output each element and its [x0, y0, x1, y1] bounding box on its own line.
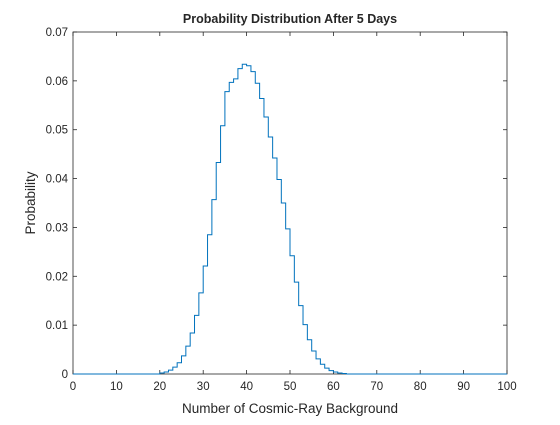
- y-tick-label: 0.01: [46, 320, 68, 332]
- y-tick-label: 0: [62, 369, 68, 381]
- chart-title: Probability Distribution After 5 Days: [183, 12, 397, 26]
- x-tick-label: 100: [497, 381, 516, 393]
- x-tick-label: 10: [110, 381, 123, 393]
- y-tick-label: 0.03: [46, 222, 68, 234]
- plot-box: [72, 31, 508, 375]
- y-tick-label: 0.05: [46, 125, 68, 137]
- x-tick-label: 0: [70, 381, 76, 393]
- y-tick-label: 0.04: [46, 174, 69, 186]
- y-tick-label: 0.02: [46, 271, 68, 283]
- x-tick-label: 40: [240, 381, 253, 393]
- x-tick-label: 90: [457, 381, 470, 393]
- x-tick-label: 70: [370, 381, 383, 393]
- y-axis-label: Probability: [23, 171, 38, 234]
- x-tick-label: 20: [153, 381, 166, 393]
- y-tick-label: 0.07: [46, 27, 68, 39]
- y-tick-label: 0.06: [46, 76, 68, 88]
- x-tick-label: 50: [284, 381, 297, 393]
- plot-area: 0 10 20 30 40 50 60 70 80 90 100 0 0.01 0.02 0.03 0.04 0…: [46, 27, 517, 393]
- x-tick-label: 60: [327, 381, 340, 393]
- series-line: [73, 63, 507, 375]
- x-axis-label: Number of Cosmic-Ray Background: [182, 401, 398, 416]
- x-tick-label: 80: [414, 381, 427, 393]
- x-tick-label: 30: [197, 381, 210, 393]
